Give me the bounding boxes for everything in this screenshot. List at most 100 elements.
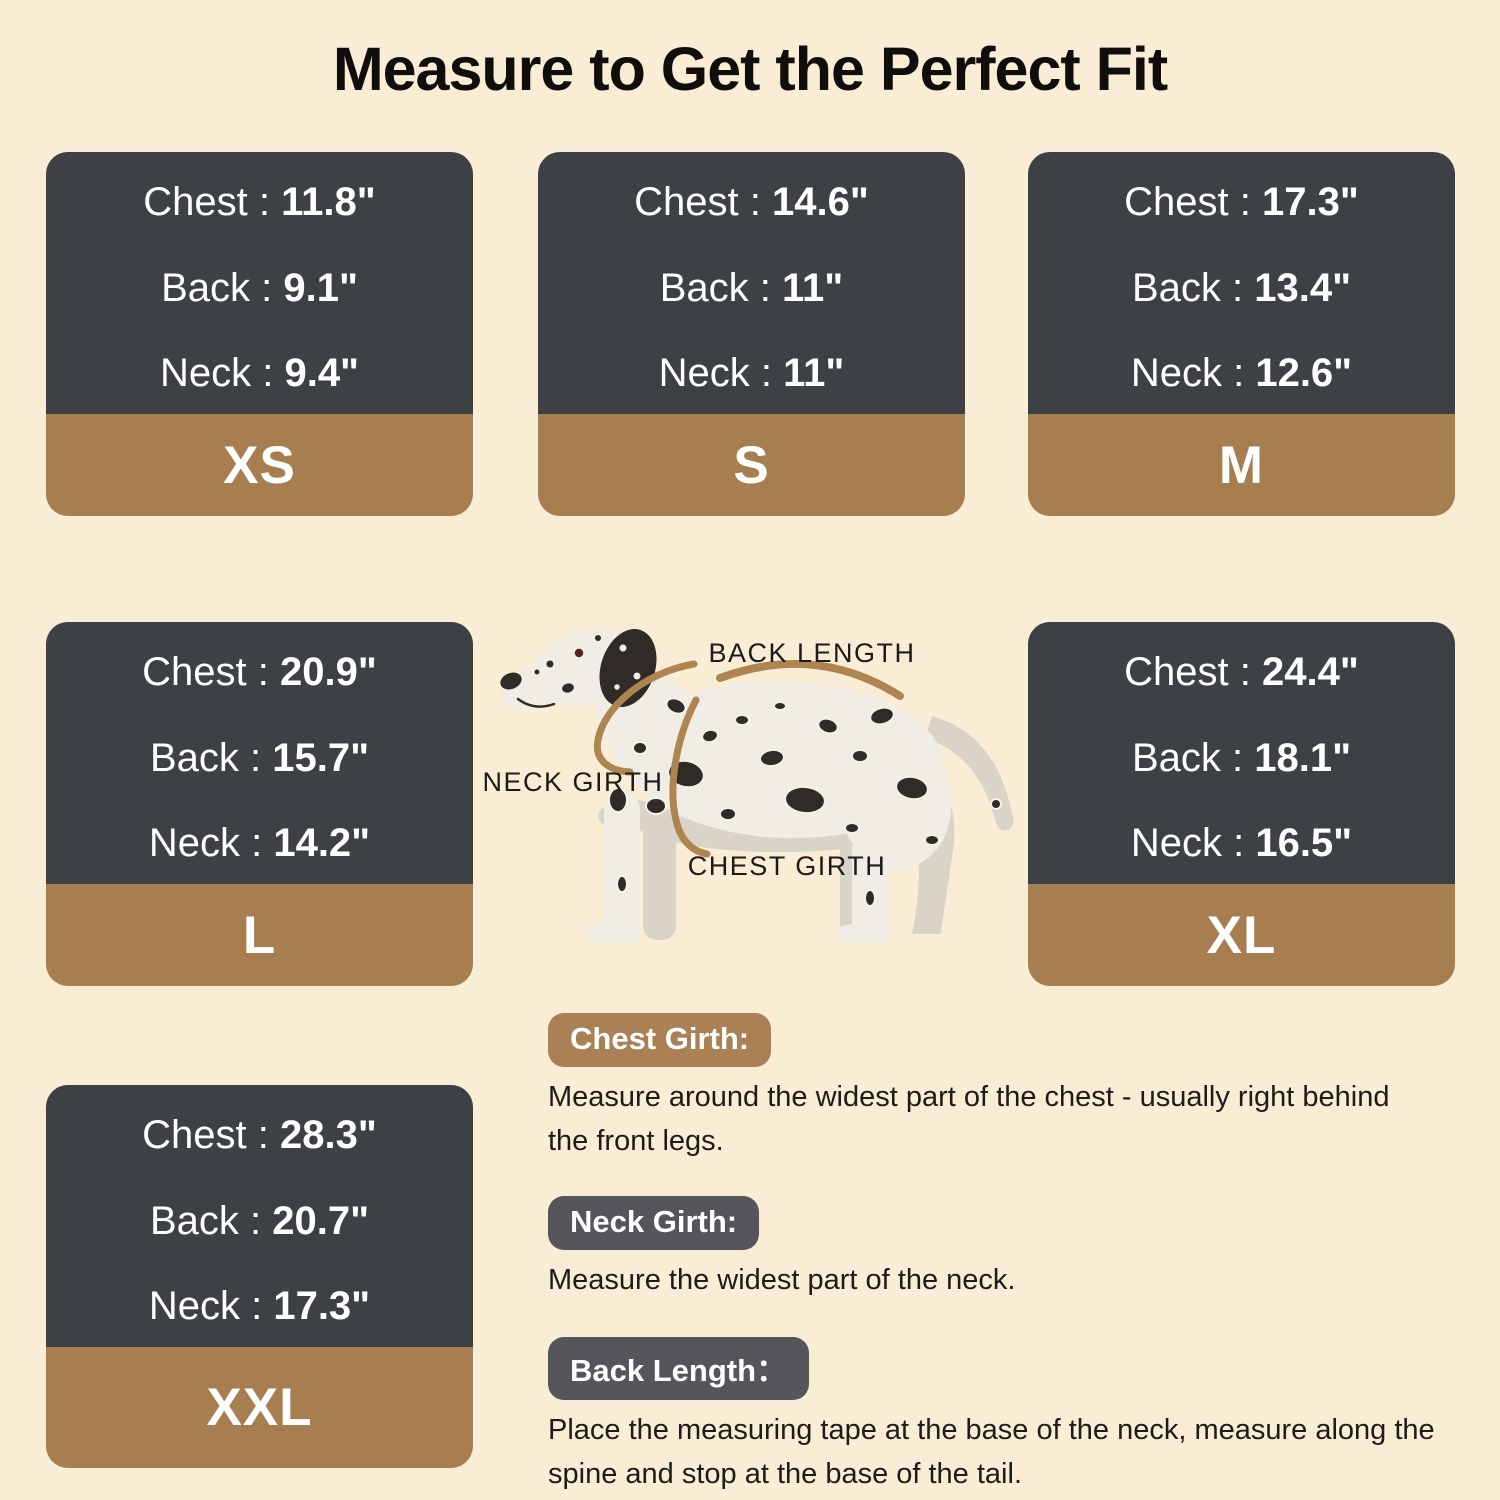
- size-card-xxl-measurements: Chest : 28.3" Back : 20.7" Neck : 17.3": [46, 1085, 473, 1347]
- measurement-separator: :: [239, 1284, 274, 1328]
- measurement-separator: :: [239, 821, 274, 865]
- measurement-value: 15.7": [272, 735, 370, 780]
- measurement-row-neck: Neck : 16.5": [1038, 821, 1445, 866]
- measurement-value: 17.3": [273, 1284, 371, 1328]
- size-card-m: Chest : 17.3" Back : 13.4" Neck : 12.6" …: [1028, 152, 1455, 516]
- measurement-label: Back: [1131, 265, 1221, 310]
- measurement-row-back: Back : 11": [548, 266, 955, 311]
- measurement-value: 9.4": [284, 351, 360, 395]
- measurement-row-neck: Neck : 14.2": [56, 821, 463, 866]
- measurement-label: Chest: [142, 650, 247, 694]
- note-back-length: Back Length： Place the measuring tape at…: [548, 1337, 1483, 1496]
- measurement-label: Back: [659, 265, 749, 310]
- description-line: Measure the widest part of the neck.: [548, 1264, 1016, 1296]
- size-card-xl-measurements: Chest : 24.4" Back : 18.1" Neck : 16.5": [1028, 622, 1455, 884]
- size-band: XXL: [46, 1347, 473, 1468]
- measurement-value: 9.1": [283, 265, 358, 310]
- measurement-row-neck: Neck : 11": [548, 351, 955, 396]
- note-neck-girth: Neck Girth: Measure the widest part of t…: [548, 1196, 1483, 1302]
- measurement-label: Neck: [159, 351, 252, 395]
- measurement-separator: :: [738, 180, 772, 224]
- back-length-label: BACK LENGTH: [708, 638, 915, 668]
- dog-ear-dots: [614, 644, 641, 690]
- size-band: L: [46, 884, 473, 986]
- measurement-separator: :: [1221, 821, 1256, 865]
- description-line: the front legs.: [548, 1125, 724, 1157]
- size-band: S: [538, 414, 965, 516]
- size-band: XS: [46, 414, 473, 516]
- measurement-label: Chest: [1124, 180, 1229, 224]
- measurement-value: 14.6": [772, 180, 869, 224]
- measurement-row-neck: Neck : 17.3": [56, 1284, 463, 1329]
- measurement-row-chest: Chest : 24.4": [1038, 650, 1445, 695]
- description-line: spine and stop at the base of the tail.: [548, 1458, 1022, 1490]
- measurement-label: Neck: [658, 351, 750, 395]
- measurement-row-neck: Neck : 9.4": [56, 351, 463, 396]
- size-label: XL: [1206, 905, 1277, 965]
- size-card-xs-measurements: Chest : 11.8" Back : 9.1" Neck : 9.4": [46, 152, 473, 414]
- dog-face-spots: [534, 635, 601, 693]
- description-line: Place the measuring tape at the base of …: [548, 1414, 1435, 1446]
- measurement-value: 13.4": [1254, 265, 1352, 310]
- measurement-separator: :: [246, 1113, 280, 1157]
- measurement-row-back: Back : 20.7": [56, 1199, 463, 1244]
- neck-girth-badge: Neck Girth:: [548, 1196, 760, 1250]
- measurement-row-chest: Chest : 17.3": [1038, 180, 1445, 225]
- size-label: S: [733, 435, 770, 495]
- measurement-label: Neck: [148, 1284, 240, 1328]
- measurement-separator: :: [238, 735, 273, 780]
- size-label: XS: [223, 435, 296, 495]
- measurement-label: Neck: [1130, 351, 1222, 395]
- measurement-value: 28.3": [280, 1113, 377, 1157]
- measurement-value: 17.3": [1262, 180, 1359, 224]
- measurement-label: Back: [161, 265, 250, 310]
- measurement-row-back: Back : 13.4": [1038, 266, 1445, 311]
- measurement-label: Neck: [148, 821, 240, 865]
- size-card-xl: Chest : 24.4" Back : 18.1" Neck : 16.5" …: [1028, 622, 1455, 986]
- measurement-value: 24.4": [1262, 650, 1359, 694]
- measurement-label: Neck: [1130, 821, 1222, 865]
- neck-girth-description: Measure the widest part of the neck.: [548, 1258, 1483, 1302]
- measurement-label: Chest: [142, 1113, 247, 1157]
- measurement-label: Chest: [634, 180, 739, 224]
- measurement-value: 11": [783, 351, 845, 395]
- measurement-label: Chest: [143, 180, 248, 224]
- size-card-m-measurements: Chest : 17.3" Back : 13.4" Neck : 12.6": [1028, 152, 1455, 414]
- measurement-row-chest: Chest : 28.3": [56, 1113, 463, 1158]
- measurement-row-chest: Chest : 20.9": [56, 650, 463, 695]
- measurement-separator: :: [246, 650, 280, 694]
- size-card-xs: Chest : 11.8" Back : 9.1" Neck : 9.4" XS: [46, 152, 473, 516]
- measurement-row-back: Back : 15.7": [56, 736, 463, 781]
- size-card-s: Chest : 14.6" Back : 11" Neck : 11" S: [538, 152, 965, 516]
- measurement-row-chest: Chest : 14.6": [548, 180, 955, 225]
- back-length-badge: Back Length：: [548, 1337, 810, 1400]
- measurement-separator: :: [1221, 351, 1256, 395]
- measurement-separator: :: [251, 351, 285, 395]
- measurement-value: 11.8": [281, 180, 376, 224]
- measurement-separator: :: [1228, 650, 1262, 694]
- measurement-value: 14.2": [273, 821, 371, 865]
- description-line: Measure around the widest part of the ch…: [548, 1081, 1390, 1113]
- measurement-label: Back: [149, 735, 239, 780]
- size-card-s-measurements: Chest : 14.6" Back : 11" Neck : 11": [538, 152, 965, 414]
- size-band: XL: [1028, 884, 1455, 986]
- size-band: M: [1028, 414, 1455, 516]
- neck-girth-band: [593, 660, 698, 776]
- dog-mouth: [516, 697, 556, 708]
- note-chest-girth: Chest Girth: Measure around the widest p…: [548, 1013, 1483, 1163]
- measurement-value: 16.5": [1255, 821, 1353, 865]
- measurement-separator: :: [247, 180, 282, 224]
- measurement-separator: :: [1228, 180, 1262, 224]
- measurement-row-neck: Neck : 12.6": [1038, 351, 1445, 396]
- measurement-row-back: Back : 9.1": [56, 266, 463, 311]
- size-card-l-measurements: Chest : 20.9" Back : 15.7" Neck : 14.2": [46, 622, 473, 884]
- page-title: Measure to Get the Perfect Fit: [332, 35, 1168, 103]
- back-length-arc: [716, 659, 904, 700]
- measurement-value: 12.6": [1255, 351, 1353, 395]
- back-length-description: Place the measuring tape at the base of …: [548, 1408, 1483, 1496]
- dog-nose-icon: [500, 672, 522, 690]
- size-label: XXL: [206, 1378, 313, 1437]
- measurement-value: 20.9": [280, 650, 377, 694]
- measurement-value: 20.7": [272, 1198, 370, 1243]
